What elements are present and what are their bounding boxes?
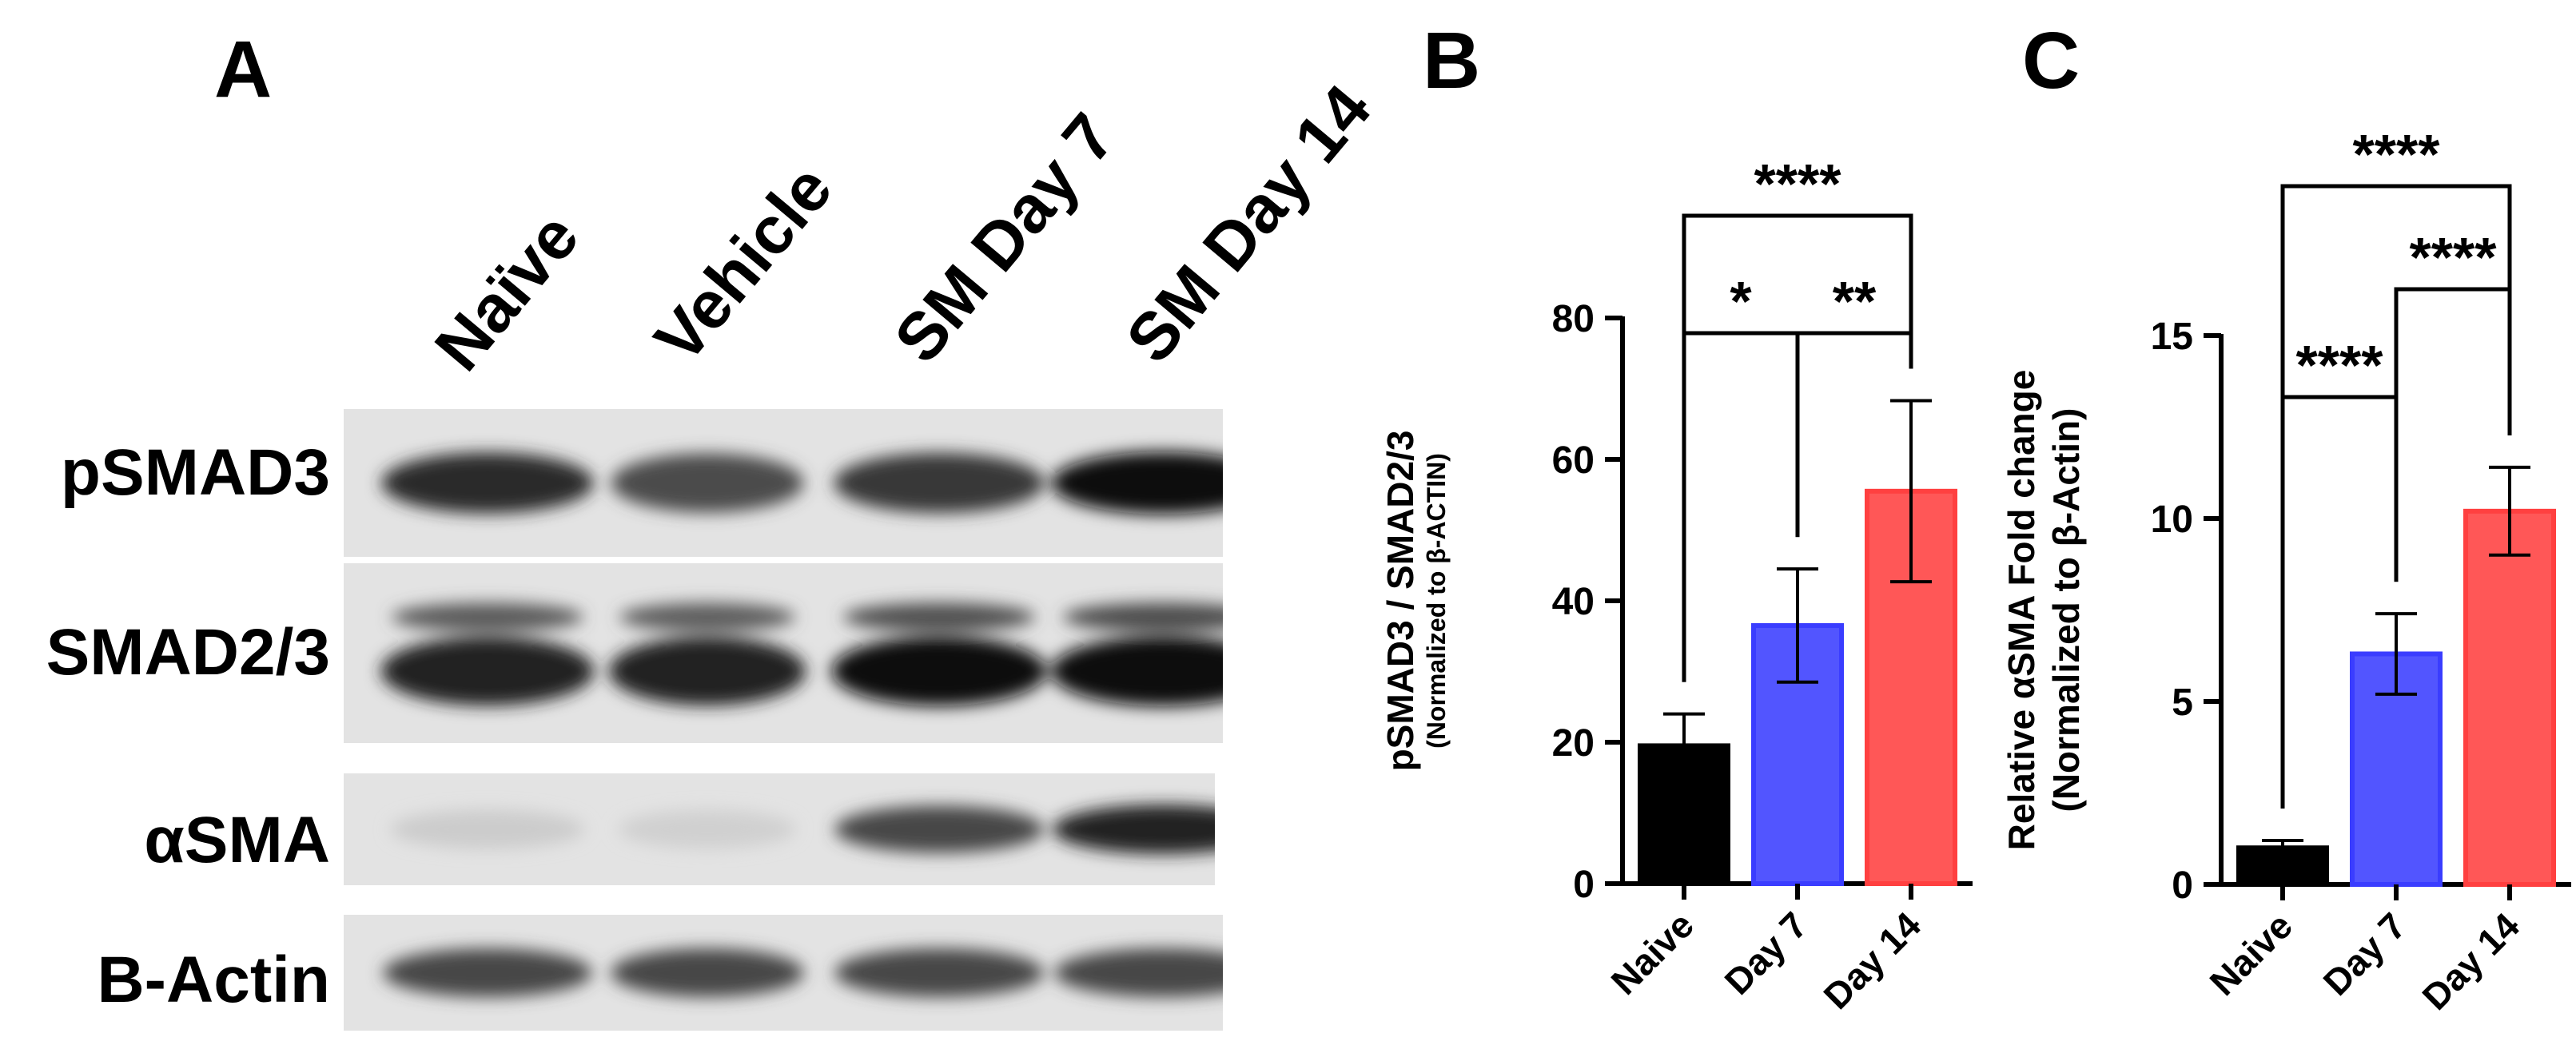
blot-band [383,948,592,997]
y-tick-label: 80 [1552,298,1595,340]
y-tick-label: 20 [1552,722,1595,765]
blot-band [390,809,585,849]
blot-band [1052,805,1215,854]
y-tick-label: 15 [2151,316,2193,358]
panel-letter-c: C [2022,16,2080,105]
blot-strip-asma [344,773,1215,885]
y-tick-label: 5 [2172,682,2193,724]
blot-band [608,636,806,706]
x-tick-label: Naive [2202,904,2301,1003]
bracket-line [1682,213,1913,682]
blot-band-upper [843,602,1035,632]
y-axis-sublabel: (Normalized to β-ACTIN) [1422,453,1451,749]
blot-band [834,805,1044,853]
blot-band-upper [1063,602,1223,632]
significance-label: **** [2296,334,2384,396]
blot-strip-psmad3 [344,409,1223,557]
bar [2463,508,2556,888]
protein-label-b-actin: B-Actin [97,944,330,1016]
blot-band [611,453,804,513]
y-tick-label: 60 [1552,439,1595,482]
y-tick-label: 40 [1552,581,1595,623]
y-tick-label: 0 [2172,864,2193,907]
blot-band-upper [392,602,583,632]
significance-label: **** [1754,153,1842,215]
blot-band [380,636,595,706]
significance-label: ** [1833,270,1877,332]
y-tick-label: 10 [2151,499,2193,541]
panel-a-letter: A [214,25,273,114]
blot-band [381,452,594,514]
x-tick-label: Day 7 [1717,904,1816,1003]
significance-label: **** [2410,226,2498,288]
y-axis-label: pSMAD3 / SMAD2/3 [1380,431,1421,772]
blot-band [834,948,1044,997]
blot-band [611,948,804,997]
significance-label: * [1730,270,1752,332]
blot-band [831,636,1047,706]
blot-band [1051,451,1223,515]
protein-label-psmad3: pSMAD3 [60,436,330,509]
protein-label-asma: αSMA [144,804,330,876]
significance-bracket: **** [1682,153,1913,682]
lane-label-vehicle: Vehicle [639,150,846,377]
panel-letter-b: B [1423,16,1480,105]
y-axis-sublabel: (Normalized to β-Actin) [2045,408,2087,813]
significance-bracket: * [1682,270,1800,682]
lane-label-naive: Naïve [420,198,593,385]
bracket-line [2280,184,2512,809]
x-tick-label: Day 14 [2414,904,2527,1018]
blot-strip-b-actin [344,915,1223,1031]
y-tick-label: 0 [1573,864,1595,906]
x-tick-label: Day 14 [1815,904,1929,1017]
blot-band [1054,948,1223,997]
protein-label-smad23: SMAD2/3 [46,616,330,689]
chart-c: C 0 5 10 15 Naive Day 7 Day 14 **** **** **** Relat… [2001,16,2571,1018]
blot-band [618,809,797,849]
significance-label: **** [2353,123,2441,185]
x-tick-label: Naive [1603,904,1702,1003]
lane-label-sm-day-7: SM Day 7 [879,99,1129,377]
x-tick-label: Day 7 [2315,904,2415,1003]
blot-band [834,452,1045,514]
blot-strip-smad23 [344,563,1223,743]
blot-band [1051,636,1223,706]
y-axis-label: Relative αSMA Fold change [2001,370,2042,851]
significance-bracket: **** [2280,123,2512,809]
blot-band-upper [619,602,795,632]
